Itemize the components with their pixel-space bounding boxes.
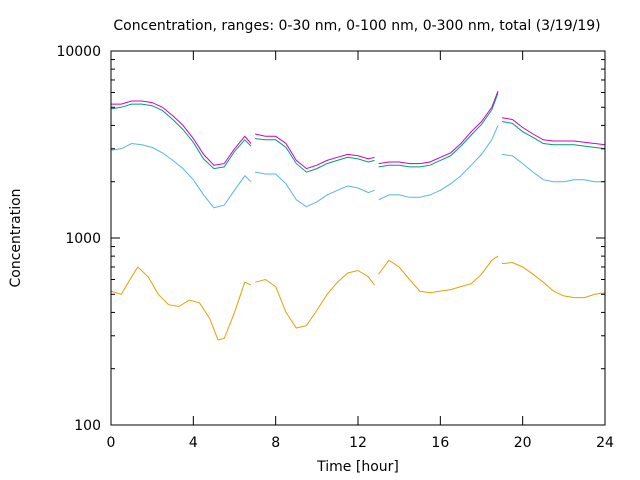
x-tick-label: 4 [189, 435, 198, 451]
x-tick-label: 20 [514, 435, 532, 451]
series-1-segment-1 [111, 100, 252, 166]
y-tick-label: 1000 [65, 231, 101, 247]
series-4-segment-4 [502, 261, 606, 299]
series-1-segment-4 [502, 117, 606, 146]
series-4-segment-2 [254, 269, 375, 329]
x-tick-label: 24 [596, 435, 614, 451]
y-axis-label: Concentration [8, 188, 24, 287]
x-tick-label: 12 [349, 435, 367, 451]
x-tick-label: 16 [431, 435, 449, 451]
x-axis-ticks: 0 4 8 12 16 20 24 [107, 51, 614, 451]
y-axis-ticks: 100 1000 10000 [56, 44, 605, 434]
y-tick-label: 100 [74, 418, 101, 434]
x-tick-label: 8 [271, 435, 280, 451]
x-tick-label: 0 [107, 435, 116, 451]
series-3-segment-1 [110, 142, 252, 209]
series-4-segment-3 [378, 255, 499, 294]
series-2-segment-2 [255, 138, 375, 173]
x-axis-label: Time [hour] [316, 459, 399, 475]
series-4-segment-1 [110, 266, 252, 341]
series-1-segment-3 [378, 90, 499, 165]
series-2-segment-4 [502, 121, 606, 150]
series-3-segment-4 [502, 153, 605, 183]
plot-frame [110, 50, 606, 426]
series-3-segment-3 [378, 125, 499, 201]
chart-title: Concentration, ranges: 0-30 nm, 0-100 nm… [113, 18, 600, 34]
y-tick-label: 10000 [56, 44, 101, 60]
series-3-segment-2 [255, 171, 375, 208]
series-2-segment-3 [378, 93, 499, 168]
plot-lines [110, 90, 606, 341]
series-1-segment-2 [254, 133, 375, 170]
series-2-segment-1 [110, 103, 252, 170]
